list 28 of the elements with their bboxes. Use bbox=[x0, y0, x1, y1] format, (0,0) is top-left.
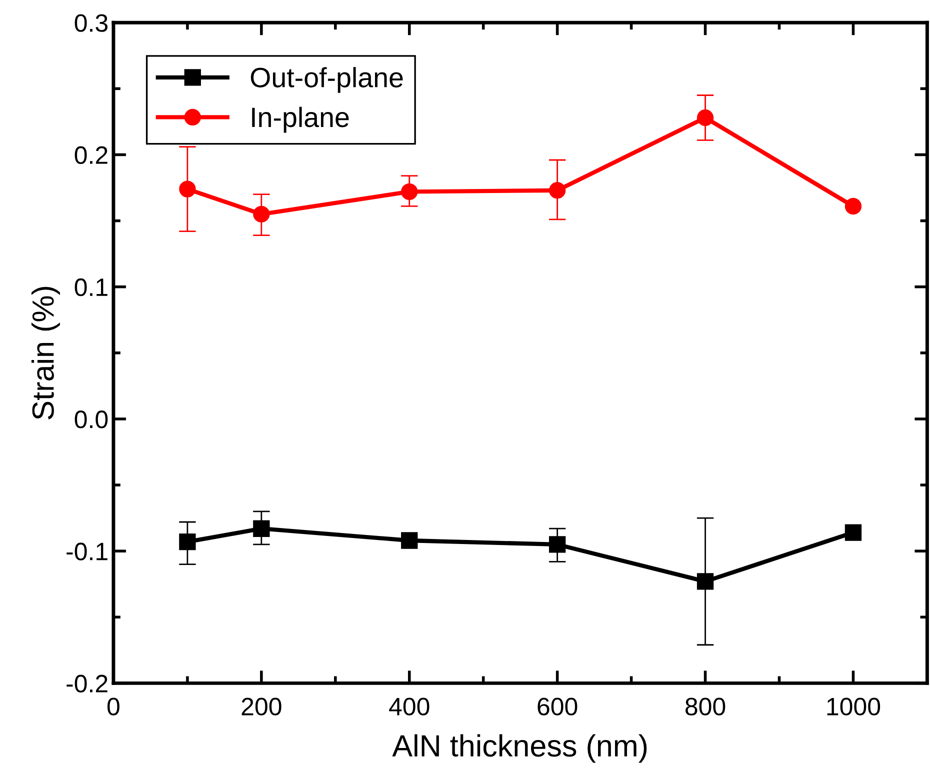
x-tick-label: 200 bbox=[242, 698, 282, 716]
point bbox=[548, 536, 566, 553]
x-axis-title: AlN thickness (nm) bbox=[392, 734, 647, 763]
point bbox=[844, 524, 862, 541]
legend-label: In-plane bbox=[252, 106, 349, 133]
x-tick-label: 1000 bbox=[827, 698, 880, 716]
y-tick-label: 0.0 bbox=[74, 410, 108, 428]
point bbox=[401, 183, 418, 200]
point bbox=[179, 533, 196, 550]
point bbox=[548, 182, 566, 199]
x-tick-label: 600 bbox=[538, 698, 578, 716]
point bbox=[401, 532, 418, 549]
y-tick-label: 0.3 bbox=[74, 14, 108, 32]
y-tick-label: -0.1 bbox=[66, 542, 108, 560]
point bbox=[844, 198, 862, 215]
x-tick-label: 0 bbox=[107, 698, 120, 716]
point bbox=[253, 206, 270, 222]
legend-label: Out-of-plane bbox=[250, 67, 403, 93]
point bbox=[696, 573, 714, 590]
y-tick-label: -0.2 bbox=[66, 674, 108, 692]
point bbox=[253, 520, 270, 537]
point bbox=[696, 109, 714, 126]
x-tick-label: 400 bbox=[389, 698, 430, 716]
y-tick-label: 0.2 bbox=[74, 146, 108, 164]
y-tick-label: 0.1 bbox=[74, 278, 108, 296]
point bbox=[179, 180, 196, 198]
x-tick-label: 800 bbox=[686, 698, 726, 716]
y-axis-title: Strain (%) bbox=[31, 286, 60, 420]
